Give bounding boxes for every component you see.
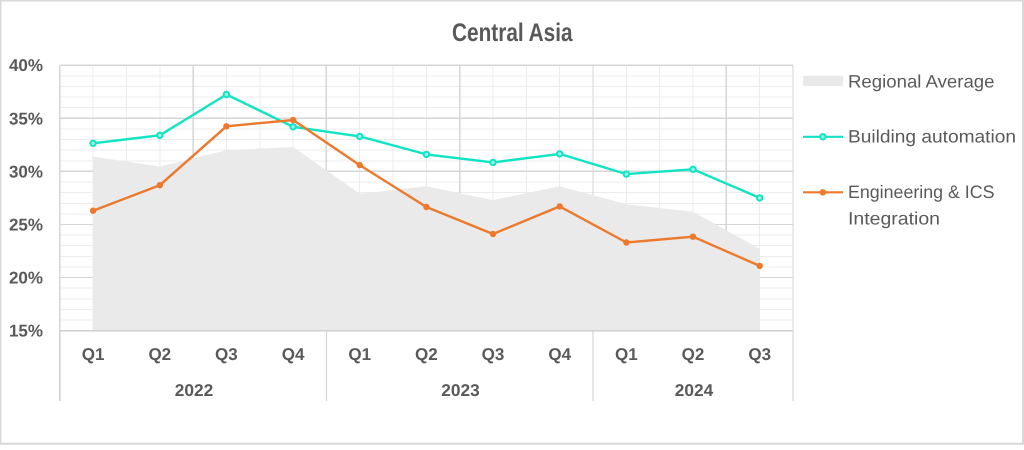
svg-text:Central Asia: Central Asia: [452, 19, 573, 47]
svg-text:2024: 2024: [675, 381, 714, 400]
svg-text:Q3: Q3: [748, 345, 771, 364]
svg-text:Q3: Q3: [482, 345, 505, 364]
svg-text:Q1: Q1: [82, 345, 105, 364]
svg-text:30%: 30%: [9, 162, 43, 181]
svg-text:2023: 2023: [441, 381, 480, 400]
svg-text:15%: 15%: [9, 322, 43, 341]
svg-text:Integration: Integration: [848, 208, 940, 228]
svg-text:40%: 40%: [9, 56, 43, 75]
svg-text:Q2: Q2: [148, 345, 171, 364]
svg-text:Q4: Q4: [548, 345, 571, 364]
svg-text:2022: 2022: [175, 381, 214, 400]
svg-text:Q2: Q2: [415, 345, 438, 364]
svg-text:Q4: Q4: [282, 345, 305, 364]
svg-text:20%: 20%: [9, 268, 43, 287]
svg-text:35%: 35%: [9, 109, 43, 128]
svg-text:Q1: Q1: [348, 345, 371, 364]
svg-text:Engineering & ICS: Engineering & ICS: [848, 182, 995, 202]
svg-text:25%: 25%: [9, 215, 43, 234]
svg-text:Q2: Q2: [682, 345, 705, 364]
svg-text:Q3: Q3: [215, 345, 238, 364]
svg-text:Q1: Q1: [615, 345, 638, 364]
svg-text:Regional Average: Regional Average: [848, 72, 995, 92]
svg-text:Building automation: Building automation: [848, 127, 1016, 147]
